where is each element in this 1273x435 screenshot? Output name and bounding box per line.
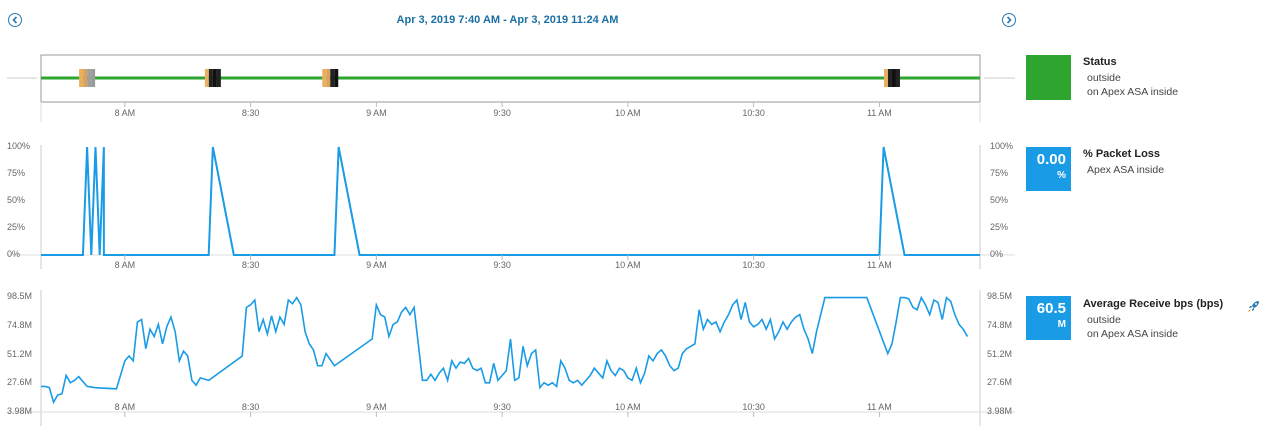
rx-x-tick-label: 10 AM bbox=[615, 402, 641, 412]
loss-y-tick-left: 75% bbox=[7, 168, 26, 178]
loss-x-tick-label: 8:30 bbox=[241, 260, 260, 270]
loss-x-tick-label: 8 AM bbox=[114, 260, 136, 270]
packet-loss-chart bbox=[7, 145, 1015, 269]
packet-loss-series bbox=[41, 146, 980, 256]
receive-value-box: 60.5 M bbox=[1026, 296, 1071, 340]
status-line1: outside bbox=[1087, 72, 1121, 84]
rx-y-tick-left: 98.5M bbox=[7, 291, 33, 301]
receive-bps-chart bbox=[7, 290, 1015, 426]
status-event-segment bbox=[79, 69, 84, 87]
loss-x-tick-label: 10:30 bbox=[742, 260, 765, 270]
packet-loss-value-box: 0.00 % bbox=[1026, 147, 1071, 191]
status-event-segment bbox=[895, 69, 900, 87]
chevron-right-icon bbox=[1006, 16, 1012, 24]
packet-loss-title: % Packet Loss bbox=[1083, 148, 1161, 160]
status-chart bbox=[7, 54, 1015, 122]
prev-range-button[interactable] bbox=[8, 13, 22, 27]
packet-loss-value: 0.00 bbox=[1036, 151, 1066, 168]
loss-y-tick-left: 100% bbox=[7, 141, 31, 151]
rx-y-tick-left: 3.98M bbox=[7, 406, 33, 416]
rx-x-tick-label: 9 AM bbox=[366, 402, 387, 412]
status-event-segment bbox=[883, 69, 888, 87]
date-range-title: Apr 3, 2019 7:40 AM - Apr 3, 2019 11:24 … bbox=[396, 14, 619, 26]
receive-line2: on Apex ASA inside bbox=[1087, 328, 1179, 340]
status-event-segment bbox=[208, 69, 213, 87]
receive-bps-series bbox=[41, 295, 969, 405]
status-event-segment bbox=[887, 69, 892, 87]
rocket-icon[interactable] bbox=[1247, 299, 1261, 313]
rx-x-tick-label: 8:30 bbox=[241, 402, 260, 412]
packet-loss-line1: Apex ASA inside bbox=[1087, 164, 1165, 176]
loss-y-tick-right: 75% bbox=[990, 168, 1009, 178]
status-event-segment bbox=[330, 69, 335, 87]
next-range-button[interactable] bbox=[1002, 13, 1016, 27]
status-x-tick-label: 8:30 bbox=[241, 108, 260, 118]
status-color-swatch bbox=[1026, 55, 1071, 100]
status-event-segment bbox=[83, 69, 88, 87]
loss-x-tick-label: 10 AM bbox=[615, 260, 641, 270]
status-event-segment bbox=[334, 69, 339, 87]
loss-y-tick-left: 50% bbox=[7, 195, 26, 205]
status-event-segment bbox=[326, 69, 331, 87]
loss-y-tick-right: 0% bbox=[990, 249, 1004, 259]
rx-y-tick-right: 51.2M bbox=[987, 348, 1013, 359]
loss-x-tick-label: 9:30 bbox=[493, 260, 511, 270]
status-event-segment bbox=[91, 69, 96, 87]
receive-title: Average Receive bps (bps) bbox=[1083, 298, 1224, 310]
rx-y-tick-left: 74.8M bbox=[7, 319, 33, 330]
status-event-segment bbox=[204, 69, 209, 87]
status-event-segment bbox=[87, 69, 92, 87]
loss-y-tick-right: 100% bbox=[990, 141, 1014, 151]
receive-value: 60.5 bbox=[1036, 300, 1066, 317]
status-x-tick-label: 8 AM bbox=[114, 108, 136, 118]
status-x-tick-label: 11 AM bbox=[866, 108, 892, 118]
status-event-segment bbox=[322, 69, 327, 87]
rx-x-tick-label: 9:30 bbox=[493, 402, 511, 412]
rx-y-tick-right: 98.5M bbox=[987, 291, 1013, 301]
status-x-tick-label: 10 AM bbox=[615, 108, 641, 118]
rx-y-tick-right: 3.98M bbox=[987, 406, 1013, 416]
rx-y-tick-left: 27.6M bbox=[7, 377, 33, 388]
rx-y-tick-left: 51.2M bbox=[7, 348, 33, 359]
loss-y-tick-left: 25% bbox=[7, 222, 26, 232]
status-line2: on Apex ASA inside bbox=[1087, 86, 1179, 98]
chevron-left-icon bbox=[12, 16, 18, 24]
loss-x-tick-label: 11 AM bbox=[866, 260, 892, 270]
status-title: Status bbox=[1083, 56, 1117, 68]
loss-y-tick-left: 0% bbox=[7, 249, 21, 259]
rx-y-tick-right: 74.8M bbox=[987, 319, 1013, 330]
status-x-tick-label: 9:30 bbox=[493, 108, 511, 118]
packet-loss-unit: % bbox=[1057, 170, 1066, 181]
loss-y-tick-right: 25% bbox=[990, 222, 1009, 232]
status-event-segment bbox=[216, 69, 221, 87]
status-x-tick-label: 10:30 bbox=[742, 108, 765, 118]
rx-x-tick-label: 11 AM bbox=[866, 402, 892, 412]
rx-x-tick-label: 8 AM bbox=[114, 402, 136, 412]
status-event-segment bbox=[891, 69, 896, 87]
rx-y-tick-right: 27.6M bbox=[987, 377, 1013, 388]
status-event-segment bbox=[212, 69, 217, 87]
loss-x-tick-label: 9 AM bbox=[366, 260, 387, 270]
receive-line1: outside bbox=[1087, 314, 1121, 326]
rx-x-tick-label: 10:30 bbox=[742, 402, 765, 412]
loss-y-tick-right: 50% bbox=[990, 195, 1009, 205]
receive-unit: M bbox=[1057, 319, 1066, 330]
status-x-tick-label: 9 AM bbox=[366, 108, 387, 118]
